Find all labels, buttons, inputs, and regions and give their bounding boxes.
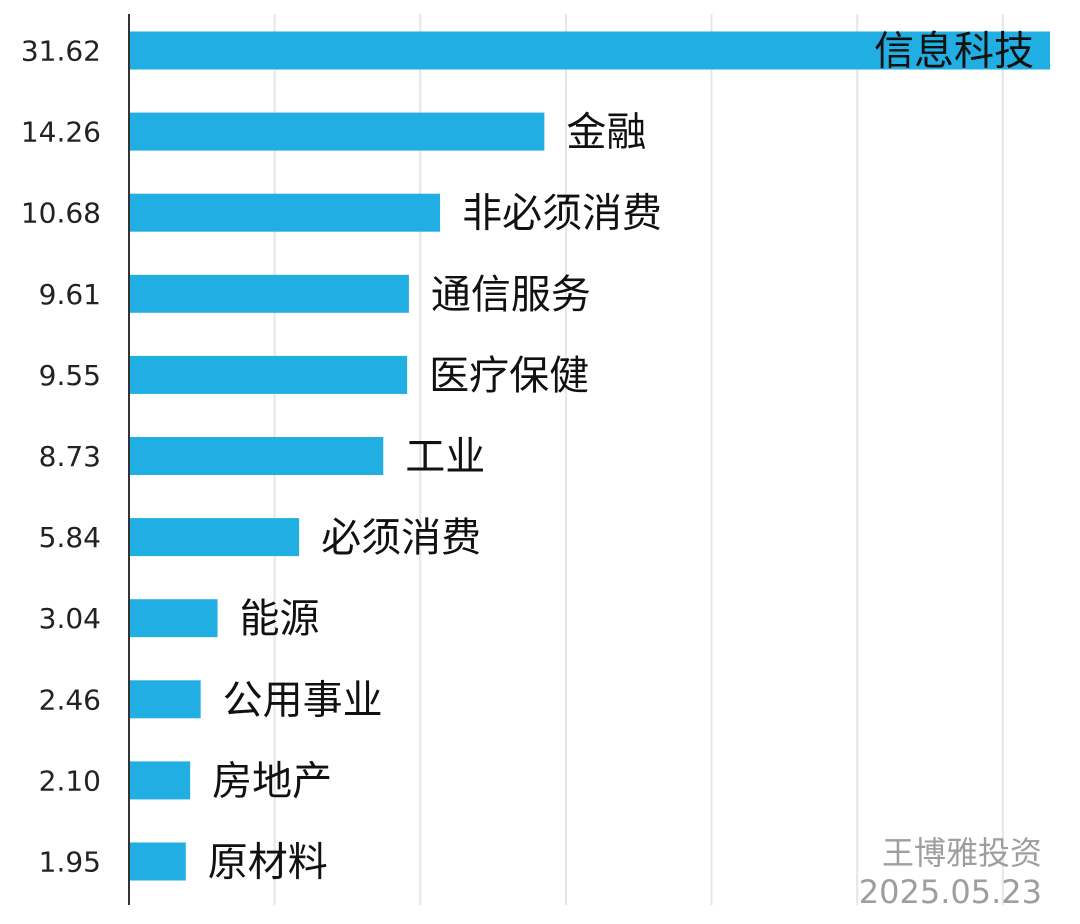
value-label: 1.95: [39, 846, 101, 879]
category-label: 金融: [566, 110, 646, 156]
category-label: 能源: [240, 596, 320, 642]
category-label: 通信服务: [431, 272, 591, 318]
value-label: 3.04: [39, 602, 101, 635]
bar: [129, 355, 408, 394]
category-label: 必须消费: [321, 515, 481, 561]
value-label: 10.68: [21, 197, 101, 230]
value-label: 9.55: [39, 359, 101, 392]
bar: [129, 274, 409, 313]
category-label: 非必须消费: [462, 191, 662, 237]
value-label: 14.26: [21, 116, 101, 149]
value-label: 9.61: [39, 278, 101, 311]
bar: [129, 31, 1050, 70]
bar: [129, 680, 201, 719]
value-label: 2.10: [39, 764, 101, 797]
category-label: 房地产: [212, 758, 332, 804]
value-labels: 31.62 14.26 10.68 9.61 9.55 8.73 5.84 3.04 2.46 2…: [21, 35, 101, 879]
value-label: 31.62: [21, 35, 101, 68]
bar: [129, 437, 384, 475]
bar: [129, 599, 218, 638]
category-label: 信息科技: [874, 29, 1034, 75]
bar: [129, 761, 191, 800]
bar: [129, 193, 441, 232]
value-label: 8.73: [39, 440, 101, 473]
category-label: 原材料: [208, 840, 328, 886]
bar: [129, 518, 300, 557]
category-label: 公用事业: [223, 677, 383, 723]
category-label: 医疗保健: [429, 353, 589, 399]
watermark-date: 2025.05.23: [859, 873, 1042, 911]
value-label: 5.84: [39, 521, 101, 554]
bar: [129, 112, 545, 151]
watermark-author: 王博雅投资: [882, 834, 1042, 872]
bars: [129, 31, 1050, 881]
grid-lines: [273, 14, 1004, 905]
bar: [129, 842, 186, 881]
value-label: 2.46: [39, 683, 101, 716]
category-label: 工业: [405, 434, 485, 480]
